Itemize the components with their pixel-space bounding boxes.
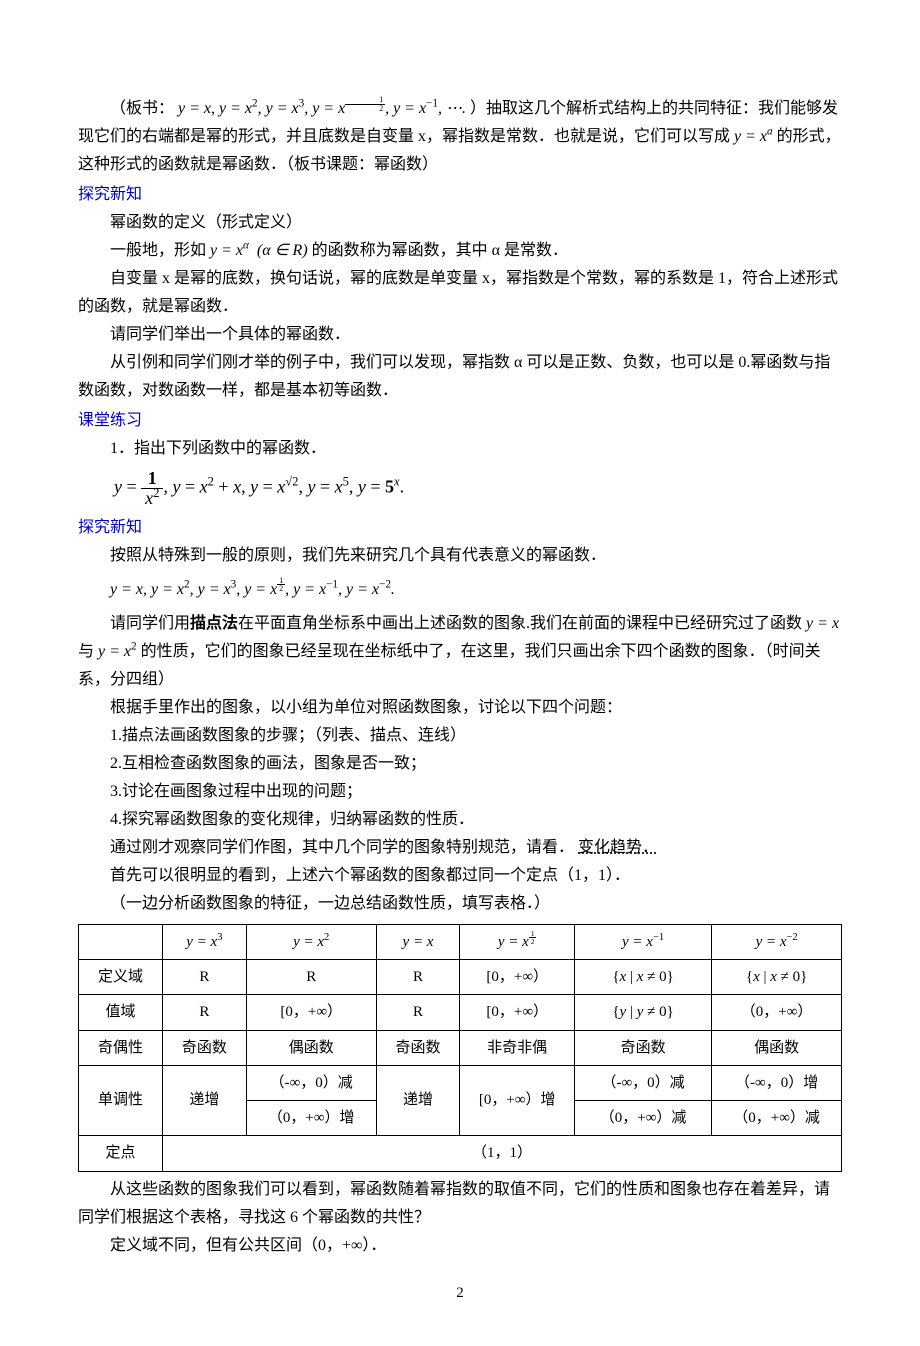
td-p3: 非奇非偶 — [460, 1030, 574, 1065]
th-c2: y = x — [376, 924, 460, 959]
sec1-p1: 幂函数的定义（形式定义） — [78, 209, 842, 237]
sec1-p2-eq: y = xα (α ∈ R) — [210, 242, 308, 259]
td-m1a: （-∞，0）减 — [246, 1065, 376, 1100]
sec3-li4: 4.探究幂函数图象的变化规律，归纳幂函数的性质． — [78, 806, 842, 834]
rl-domain: 定义域 — [79, 960, 163, 995]
sec3-p2-eq2: y = x2 — [98, 643, 137, 660]
td-d1: R — [246, 960, 376, 995]
td-m4a: （-∞，0）减 — [574, 1065, 711, 1100]
th-blank — [79, 924, 163, 959]
table-row-fixed: 定点 （1，1） — [79, 1136, 842, 1171]
td-d3: [0，+∞） — [460, 960, 574, 995]
rl-fixed: 定点 — [79, 1136, 163, 1171]
td-d4: {x | x ≠ 0} — [574, 960, 711, 995]
td-m3: [0，+∞）增 — [460, 1065, 574, 1136]
table-row-mono-1: 单调性 递增 （-∞，0）减 递增 [0，+∞）增 （-∞，0）减 （-∞，0）… — [79, 1065, 842, 1100]
td-m1b: （0，+∞）增 — [246, 1101, 376, 1136]
table-row-range: 值域 R [0，+∞） R [0，+∞） {y | y ≠ 0} （0，+∞） — [79, 995, 842, 1030]
td-r5: （0，+∞） — [712, 995, 842, 1030]
sec3-li2: 2.互相检查函数图象的画法，图象是否一致； — [78, 750, 842, 778]
sec3-p6: （一边分析函数图象的特征，一边总结函数性质，填写表格．） — [78, 890, 842, 918]
sec3-equation: y = x, y = x2, y = x3, y = x12, y = x−1,… — [110, 576, 842, 604]
sec1-p5-text: 从引例和同学们刚才举的例子中，我们可以发现，幂指数 α 可以是正数、负数，也可以… — [78, 349, 842, 405]
td-r4: {y | y ≠ 0} — [574, 995, 711, 1030]
rl-mono: 单调性 — [79, 1065, 163, 1136]
td-p4: 奇函数 — [574, 1030, 711, 1065]
sec1-p2-pre: 一般地，形如 — [110, 242, 210, 259]
td-p0: 奇函数 — [162, 1030, 246, 1065]
table-row-head: y = x3 y = x2 y = x y = x12 y = x−1 y = … — [79, 924, 842, 959]
td-p2: 奇函数 — [376, 1030, 460, 1065]
sec3-p1: 按照从特殊到一般的原则，我们先来研究几个具有代表意义的幂函数． — [78, 542, 842, 570]
document-page: （板书： y = x, y = x2, y = x3, y = x12, y =… — [0, 0, 920, 1346]
closing-p1: 从这些函数的图象我们可以看到，幂函数随着幂指数的取值不同，它们的性质和图象也存在… — [78, 1176, 842, 1232]
sec2-p1: 1．指出下列函数中的幂函数． — [78, 435, 842, 463]
rl-parity: 奇偶性 — [79, 1030, 163, 1065]
td-m2: 递增 — [376, 1065, 460, 1136]
td-p1: 偶函数 — [246, 1030, 376, 1065]
section-heading-1: 探究新知 — [78, 181, 842, 209]
section-heading-2: 课堂练习 — [78, 407, 842, 435]
sec1-p2: 一般地，形如 y = xα (α ∈ R) 的函数称为幂函数，其中 α 是常数． — [78, 237, 842, 265]
th-c3: y = x12 — [460, 924, 574, 959]
sec3-p2d: 的性质，它们的图象已经呈现在坐标纸中了，在这里，我们只画出余下四个函数的图象．（… — [78, 643, 821, 688]
intro-pre: （板书： — [110, 100, 174, 117]
intro-eq1: y = x, y = x2, y = x3, y = x12, y = x−1,… — [178, 100, 466, 117]
sec2-equation: y = 1x2, y = x2 + x, y = x√2, y = x5, y … — [114, 469, 842, 508]
table-row-domain: 定义域 R R R [0，+∞） {x | x ≠ 0} {x | x ≠ 0} — [79, 960, 842, 995]
sec1-p2-post: 的函数称为幂函数，其中 α 是常数． — [312, 242, 568, 259]
table-row-parity: 奇偶性 奇函数 偶函数 奇函数 非奇非偶 奇函数 偶函数 — [79, 1030, 842, 1065]
td-r3: [0，+∞） — [460, 995, 574, 1030]
sec3-p2-eq1: y = x — [806, 615, 839, 632]
section-heading-3: 探究新知 — [78, 514, 842, 542]
sec3-p2b: 描点法 — [190, 615, 238, 632]
intro-paragraph: （板书： y = x, y = x2, y = x3, y = x12, y =… — [78, 95, 842, 179]
sec3-p2: 请同学们用描点法在平面直角坐标系中画出上述函数的图象.我们在前面的课程中已经研究… — [78, 610, 842, 694]
sec1-p5: 从引例和同学们刚才举的例子中，我们可以发现，幂指数 α 可以是正数、负数，也可以… — [78, 349, 842, 405]
page-number: 2 — [78, 1280, 842, 1306]
th-c5: y = x−2 — [712, 924, 842, 959]
td-r0: R — [162, 995, 246, 1030]
intro-eq2: y = xa — [734, 128, 777, 145]
td-m5a: （-∞，0）增 — [712, 1065, 842, 1100]
td-d2: R — [376, 960, 460, 995]
sec1-p3: 自变量 x 是幂的底数，换句话说，幂的底数是单变量 x，幂指数是个常数，幂的系数… — [78, 265, 842, 321]
sec3-p2c: 在平面直角坐标系中画出上述函数的图象.我们在前面的课程中已经研究过了函数 — [238, 615, 806, 632]
properties-table: y = x3 y = x2 y = x y = x12 y = x−1 y = … — [78, 924, 842, 1172]
td-m5b: （0，+∞）减 — [712, 1101, 842, 1136]
sec3-p2mid: 与 — [78, 643, 98, 660]
closing-p2: 定义域不同，但有公共区间（0，+∞）． — [78, 1232, 842, 1260]
th-c4: y = x−1 — [574, 924, 711, 959]
td-p5: 偶函数 — [712, 1030, 842, 1065]
sec3-li3: 3.讨论在画图象过程中出现的问题； — [78, 778, 842, 806]
sec3-p4: 通过刚才观察同学们作图，其中几个同学的图象特别规范，请看． 变化趋势． — [78, 834, 842, 862]
sec3-li1: 1.描点法画函数图象的步骤；（列表、描点、连线） — [78, 722, 842, 750]
sec1-p3-text: 自变量 x 是幂的底数，换句话说，幂的底数是单变量 x，幂指数是个常数，幂的系数… — [78, 265, 842, 321]
sec3-p3: 根据手里作出的图象，以小组为单位对照函数图象，讨论以下四个问题： — [78, 694, 842, 722]
th-c1: y = x2 — [246, 924, 376, 959]
td-m0: 递增 — [162, 1065, 246, 1136]
rl-range: 值域 — [79, 995, 163, 1030]
sec3-p2a: 请同学们用 — [110, 615, 190, 632]
sec1-p4: 请同学们举出一个具体的幂函数． — [78, 321, 842, 349]
td-r1: [0，+∞） — [246, 995, 376, 1030]
sec3-p5: 首先可以很明显的看到，上述六个幂函数的图象都过同一个定点（1，1）． — [78, 862, 842, 890]
td-d0: R — [162, 960, 246, 995]
td-r2: R — [376, 995, 460, 1030]
sec3-p4b: 变化趋势． — [578, 839, 658, 856]
td-d5: {x | x ≠ 0} — [712, 960, 842, 995]
th-c0: y = x3 — [162, 924, 246, 959]
td-fixed: （1，1） — [162, 1136, 841, 1171]
td-m4b: （0，+∞）减 — [574, 1101, 711, 1136]
sec3-p4a: 通过刚才观察同学们作图，其中几个同学的图象特别规范，请看． — [110, 839, 574, 856]
